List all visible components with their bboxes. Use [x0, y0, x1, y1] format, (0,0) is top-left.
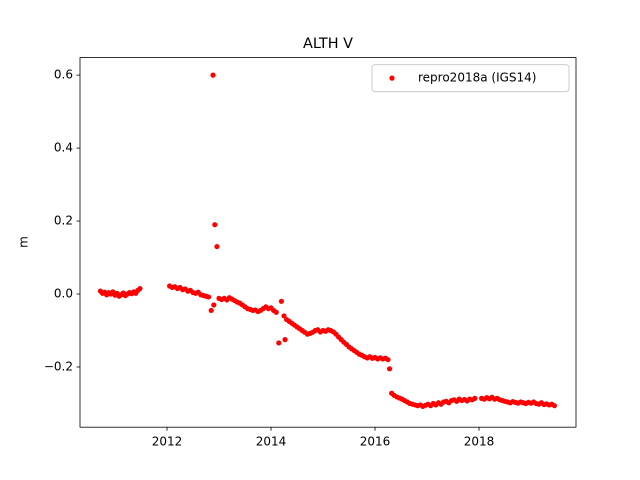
data-point	[214, 243, 220, 250]
data-point	[211, 302, 217, 308]
plot-frame	[79, 57, 577, 428]
legend-label: repro2018a (IGS14)	[418, 71, 536, 85]
y-tick-label: 0.4	[54, 141, 73, 155]
data-point	[472, 395, 478, 401]
legend-box	[371, 64, 570, 93]
data-point	[212, 222, 218, 228]
data-point	[210, 72, 216, 78]
data-point	[137, 285, 143, 292]
x-tick-label: 2012	[152, 435, 183, 449]
chart-title: ALTH V	[303, 36, 353, 52]
y-tick-label: 0.0	[54, 287, 73, 301]
data-point	[386, 366, 393, 372]
y-tick-label: 0.2	[54, 214, 73, 228]
y-tick-label: −0.2	[44, 359, 73, 373]
data-point	[208, 307, 214, 314]
data-point	[385, 357, 391, 363]
data-point	[276, 340, 282, 346]
data-point	[206, 294, 212, 300]
x-tick-label: 2016	[360, 435, 391, 449]
legend-marker	[389, 75, 395, 81]
data-point	[282, 337, 288, 343]
data-point	[273, 309, 279, 315]
y-tick-label: 0.6	[54, 68, 73, 82]
y-axis-label: m	[17, 236, 31, 248]
x-tick-label: 2014	[256, 435, 287, 449]
data-point	[551, 403, 558, 409]
x-tick-label: 2018	[464, 435, 495, 449]
data-point	[281, 313, 287, 319]
data-point	[278, 298, 285, 304]
